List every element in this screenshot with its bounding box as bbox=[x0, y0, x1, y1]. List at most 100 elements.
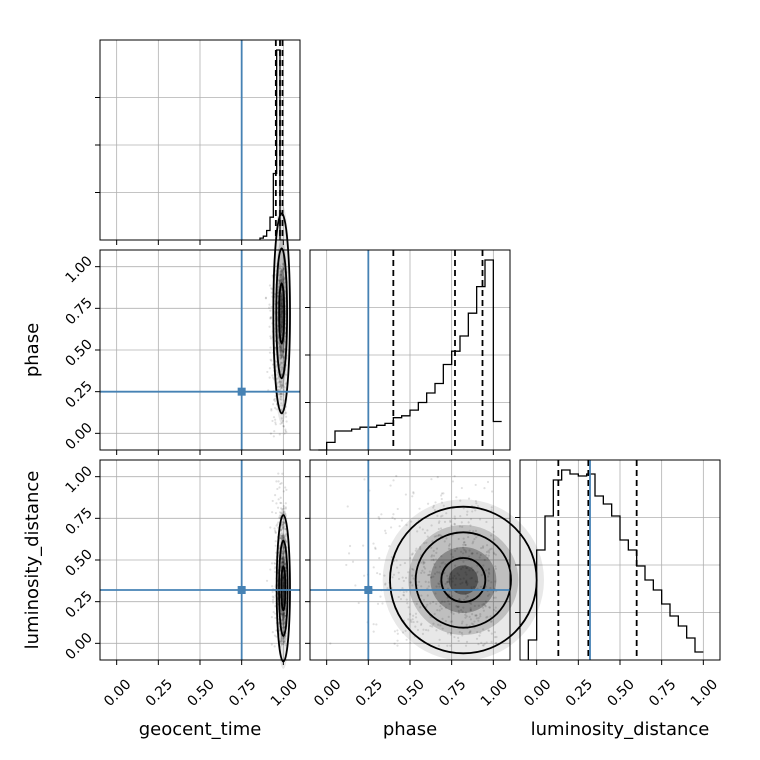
sample-point bbox=[469, 518, 473, 521]
sample-point bbox=[357, 601, 360, 605]
y-tick-label: 0.50 bbox=[62, 546, 95, 579]
sample-point bbox=[281, 617, 284, 620]
sample-point bbox=[282, 594, 285, 598]
sample-point bbox=[432, 549, 435, 552]
sample-point bbox=[400, 519, 403, 522]
sample-point bbox=[470, 576, 473, 580]
sample-point bbox=[269, 316, 272, 319]
sample-point bbox=[431, 540, 434, 543]
sample-point bbox=[449, 633, 452, 636]
sample-point bbox=[346, 505, 349, 508]
sample-point bbox=[492, 596, 496, 599]
sample-point bbox=[453, 635, 456, 639]
sample-point bbox=[280, 311, 283, 314]
sample-point bbox=[282, 626, 285, 629]
y-tick-label: 0.75 bbox=[62, 295, 95, 328]
sample-point bbox=[443, 600, 446, 603]
sample-point bbox=[427, 585, 430, 588]
sample-point bbox=[415, 547, 418, 550]
sample-point bbox=[283, 556, 286, 559]
sample-point bbox=[274, 511, 277, 515]
sample-point bbox=[279, 637, 282, 640]
sample-point bbox=[461, 610, 464, 613]
sample-point bbox=[471, 552, 474, 555]
sample-point bbox=[462, 577, 465, 580]
sample-point bbox=[460, 567, 463, 571]
sample-point bbox=[280, 561, 284, 564]
sample-point bbox=[395, 474, 398, 478]
sample-point bbox=[472, 623, 475, 626]
sample-point bbox=[456, 605, 459, 609]
sample-point bbox=[458, 525, 462, 528]
x-tick-label: 0.25 bbox=[353, 676, 386, 709]
sample-point bbox=[494, 642, 498, 645]
sample-point bbox=[475, 536, 478, 539]
sample-point bbox=[284, 507, 287, 510]
sample-point bbox=[462, 541, 466, 544]
sample-point bbox=[376, 602, 380, 605]
sample-point bbox=[283, 281, 286, 284]
sample-point bbox=[419, 606, 422, 609]
sample-point bbox=[432, 558, 435, 562]
sample-point bbox=[401, 576, 404, 579]
sample-point bbox=[450, 620, 454, 623]
sample-point bbox=[406, 602, 409, 605]
sample-point bbox=[280, 315, 283, 318]
sample-point bbox=[282, 266, 285, 269]
sample-point bbox=[278, 282, 281, 285]
sample-point bbox=[281, 271, 284, 274]
sample-point bbox=[401, 631, 405, 634]
sample-point bbox=[465, 579, 468, 582]
sample-point bbox=[266, 370, 269, 374]
sample-point bbox=[435, 547, 439, 550]
sample-point bbox=[411, 552, 414, 555]
sample-point bbox=[279, 345, 282, 348]
sample-point bbox=[274, 540, 277, 543]
sample-point bbox=[272, 416, 276, 419]
sample-point bbox=[282, 626, 285, 629]
sample-point bbox=[282, 624, 285, 627]
sample-point bbox=[271, 585, 274, 588]
sample-point bbox=[280, 534, 283, 538]
sample-point bbox=[429, 602, 432, 605]
sample-point bbox=[468, 555, 471, 558]
sample-point bbox=[471, 552, 474, 555]
sample-point bbox=[437, 582, 440, 585]
sample-point bbox=[409, 619, 412, 622]
sample-point bbox=[475, 637, 479, 640]
sample-point bbox=[483, 487, 486, 490]
sample-point bbox=[280, 304, 283, 307]
sample-point bbox=[483, 558, 486, 562]
sample-point bbox=[432, 504, 436, 507]
sample-point bbox=[278, 354, 281, 357]
sample-point bbox=[439, 602, 442, 605]
sample-point bbox=[425, 605, 428, 608]
sample-point bbox=[477, 643, 480, 646]
sample-point bbox=[281, 305, 284, 309]
sample-point bbox=[464, 644, 468, 647]
sample-point bbox=[474, 500, 478, 503]
sample-point bbox=[280, 384, 283, 387]
sample-point bbox=[418, 526, 421, 529]
sample-point bbox=[397, 571, 400, 574]
sample-point bbox=[474, 614, 477, 617]
sample-point bbox=[274, 570, 277, 574]
sample-point bbox=[479, 613, 482, 616]
y-tick-label: 0.25 bbox=[62, 588, 95, 621]
sample-point bbox=[280, 561, 284, 564]
sample-point bbox=[482, 609, 485, 612]
sample-point bbox=[418, 580, 421, 583]
sample-point bbox=[269, 337, 272, 340]
contour-line bbox=[278, 282, 286, 345]
sample-point bbox=[284, 538, 287, 541]
sample-point bbox=[476, 552, 479, 555]
sample-point bbox=[461, 634, 464, 637]
sample-point bbox=[414, 616, 418, 619]
density-level bbox=[275, 238, 288, 389]
sample-point bbox=[404, 493, 407, 496]
sample-point bbox=[363, 574, 366, 577]
sample-point bbox=[426, 529, 429, 532]
sample-point bbox=[278, 380, 281, 383]
sample-point bbox=[462, 546, 465, 549]
sample-point bbox=[270, 291, 273, 294]
